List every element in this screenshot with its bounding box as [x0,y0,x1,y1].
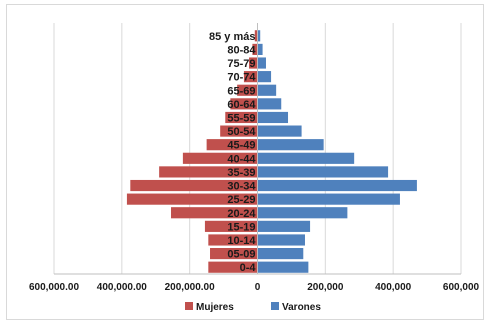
bar-mujeres [204,220,258,232]
bar-varones [257,234,305,246]
bar-varones [257,248,304,260]
bar-mujeres [126,193,258,205]
age-label: 10-14 [227,235,256,247]
x-tick-label: 400,000.00 [97,282,147,293]
age-label: 70-74 [227,72,256,84]
bar-varones [257,179,417,192]
age-label: 45-49 [227,140,255,152]
age-label: 20-24 [227,208,256,220]
bar-mujeres [243,71,258,83]
bar-varones [257,30,261,42]
bar-varones [257,207,348,219]
bar-mujeres [252,43,258,55]
legend-swatch [271,302,279,310]
legend-label: Mujeres [196,302,234,313]
bar-varones [257,98,282,110]
bar-varones [257,111,289,124]
x-tick-label: 0 [255,282,261,293]
chart-frame: 0-4 05-09 10-14 15-19 20-24 25-29 30-34 35-39 40… [6,4,484,320]
x-tick-label: 600,000.00 [29,282,79,293]
legend-label: Varones [282,302,321,313]
bar-mujeres [220,125,258,137]
bar-varones [257,84,277,96]
bar-mujeres [254,30,258,42]
x-tick-labels: 600,000.00 400,000.00 200,000.00 0 200,000 40… [29,282,480,293]
bar-mujeres [237,84,258,96]
age-label: 25-29 [227,194,255,206]
age-label: 85 y más [209,31,255,43]
age-label: 60-64 [227,99,256,111]
bar-mujeres [208,261,258,273]
bar-varones [257,152,355,164]
x-tick-label: 200,000.00 [165,282,215,293]
age-label: 50-54 [227,126,256,138]
bar-mujeres [210,248,258,260]
age-label: 40-44 [227,153,256,165]
age-label: 15-19 [227,221,255,233]
bar-mujeres [230,98,258,110]
bar-mujeres [171,207,258,219]
bar-varones [257,125,302,137]
x-tick-label: 400,000 [375,282,412,293]
axes [54,23,461,275]
bar-varones [257,43,263,55]
legend-swatch [185,302,193,310]
bar-mujeres [208,234,258,246]
bar-mujeres [206,139,258,151]
age-label: 35-39 [227,167,255,179]
bar-mujeres [159,166,258,178]
age-label: 0-4 [240,262,257,274]
bar-varones [257,261,309,273]
age-label: 30-34 [227,181,256,193]
x-tick-label: 200,000 [307,282,344,293]
bar-mujeres [249,57,258,69]
bar-varones [257,166,389,178]
age-label: 05-09 [227,249,255,261]
legend: Mujeres Varones [185,302,321,313]
x-tick-label: 600,000 [443,282,480,293]
gridlines [53,23,462,274]
bar-mujeres [182,152,258,164]
bar-varones [257,220,311,232]
bars [126,30,417,273]
bar-mujeres [225,111,258,124]
age-label: 65-69 [227,85,255,97]
bar-mujeres [130,179,258,192]
bar-varones [257,139,324,151]
age-label: 80-84 [227,44,256,56]
age-label: 75-79 [227,58,255,70]
age-label: 55-59 [227,112,255,124]
bar-varones [257,193,400,205]
bar-varones [257,71,272,83]
bar-varones [257,57,266,69]
